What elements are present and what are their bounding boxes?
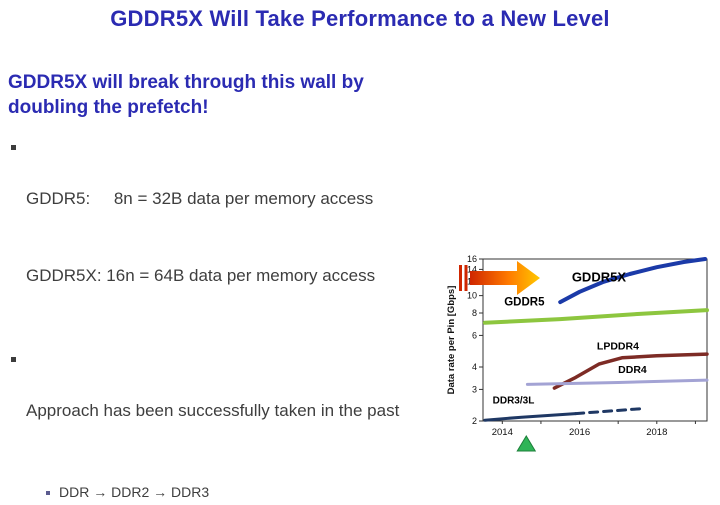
sub-bullet-text: DDR → DDR2 → DDR3 (59, 483, 210, 500)
sub-bullet-item: DDR → DDR2 → DDR3 (46, 483, 458, 503)
y-tick-label: 14 (467, 264, 477, 274)
x-tick-label: 2018 (646, 427, 667, 438)
arrow-tail-bar (459, 265, 462, 291)
y-tick-label: 6 (472, 330, 477, 340)
bullet-marker (11, 145, 16, 151)
roadmap-chart: 2346810121416201420162018Data rate per P… (445, 245, 717, 462)
series-label-GDDR5: GDDR5 (504, 297, 545, 309)
timeline-marker-triangle (516, 435, 537, 452)
series-DDR4 (525, 378, 709, 386)
bullet-list: GDDR5: 8n = 32B data per memory access G… (8, 135, 458, 505)
series-LPDDR4 (552, 352, 709, 390)
arrow-tail-bar (464, 265, 468, 291)
series-GDDR5X (558, 257, 708, 305)
series-label-DDR4: DDR4 (618, 364, 647, 376)
y-tick-label: 8 (472, 308, 477, 318)
key-message-line: GDDR5X will break through this wall by (8, 72, 364, 93)
y-tick-label: 16 (467, 254, 477, 264)
bullet-item: Approach has been successfully taken in … (8, 347, 458, 475)
roadmap-arrow-icon (470, 261, 540, 295)
bullet-text-line: GDDR5: 8n = 32B data per memory access (26, 189, 374, 209)
series-label-LPDDR4: LPDDR4 (597, 341, 639, 353)
series-DDR3/3L (483, 412, 578, 422)
y-tick-label: 10 (467, 291, 477, 301)
chart-canvas: 2346810121416201420162018Data rate per P… (446, 254, 709, 452)
sub-bullet-list: DDR → DDR2 → DDR3 LPDDR2 → LPDDR3 → LPDD… (46, 483, 458, 505)
key-message-line: doubling the prefetch! (8, 97, 209, 119)
slide-title: GDDR5X Will Take Performance to a New Le… (110, 6, 610, 31)
y-tick-label: 3 (472, 384, 477, 394)
sub-bullet-marker (46, 490, 50, 495)
plot-frame (482, 258, 708, 422)
x-tick-label: 2016 (569, 427, 590, 438)
bullet-text-line: Approach has been successfully taken in … (26, 401, 400, 421)
bullet-text: GDDR5: 8n = 32B data per memory access G… (26, 135, 375, 339)
slide-body-text: GDDR5X will break through this wall by d… (8, 70, 458, 505)
bullet-marker (11, 357, 16, 363)
x-tick-label: 2014 (492, 427, 513, 438)
bullet-text-line: GDDR5X: 16n = 64B data per memory access (26, 265, 376, 285)
y-axis-label: Data rate per Pin [Gbps] (446, 286, 457, 395)
series-label-GDDR5X: GDDR5X (572, 269, 627, 284)
y-tick-label: 2 (472, 416, 477, 426)
series-DDR3/3L (574, 406, 647, 416)
bullet-item: GDDR5: 8n = 32B data per memory access G… (8, 135, 458, 339)
bullet-text: Approach has been successfully taken in … (26, 347, 399, 475)
series-label-DDR3/3L: DDR3/3L (493, 396, 535, 407)
y-tick-label: 4 (472, 362, 477, 372)
key-message: GDDR5X will break through this wall by d… (8, 70, 458, 120)
series-GDDR5 (482, 308, 709, 325)
